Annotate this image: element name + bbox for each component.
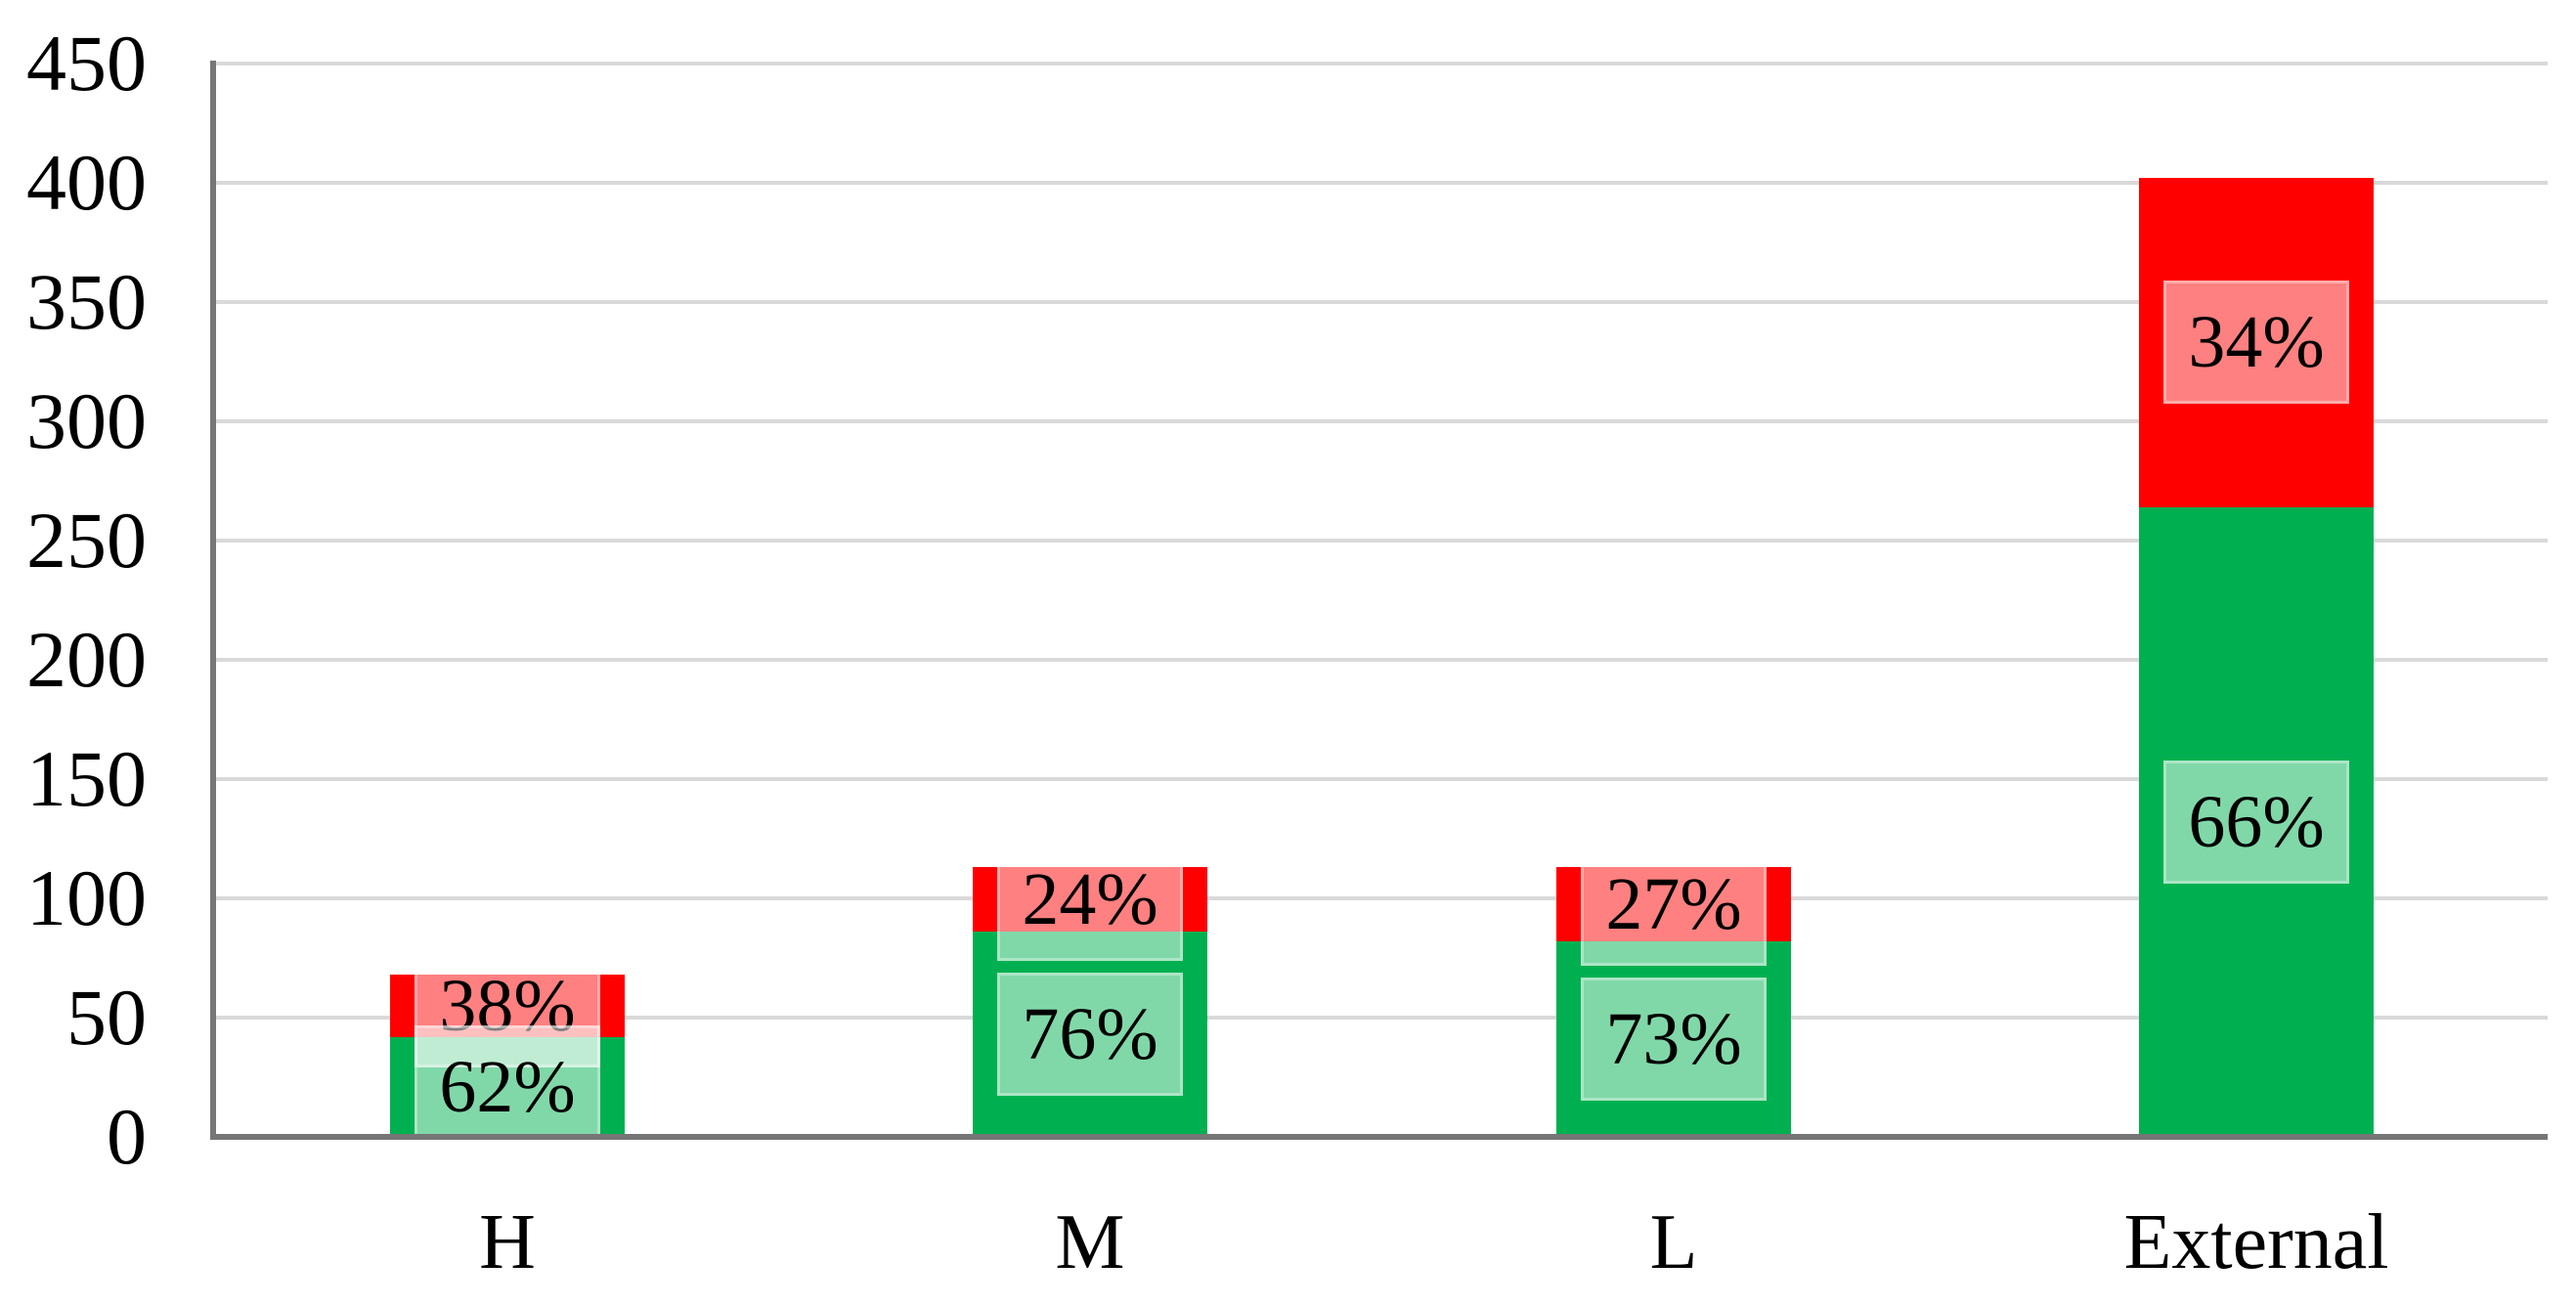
ytick-label-150: 150 [26, 734, 147, 823]
ytick-label-200: 200 [26, 615, 147, 704]
category-label-H: H [479, 1198, 536, 1285]
bar-M: 24% 76% [973, 867, 1207, 1137]
gridline-400 [216, 181, 2548, 185]
category-label-M: M [1055, 1198, 1125, 1285]
ytick-label-350: 350 [26, 257, 147, 346]
category-label-External: External [2123, 1198, 2389, 1285]
pct-label-green-H: 62% [415, 1025, 600, 1137]
y-axis-line [210, 61, 216, 1140]
pct-label-green-External: 66% [2163, 761, 2349, 884]
gridline-150 [216, 777, 2548, 781]
bar-L: 27% 73% [1556, 867, 1791, 1137]
gridline-200 [216, 658, 2548, 662]
gridline-450 [216, 62, 2548, 65]
pct-label-green-M: 76% [997, 973, 1183, 1096]
ytick-label-50: 50 [66, 973, 147, 1062]
bar-External: 34% 66% [2139, 178, 2374, 1137]
pct-label-red-M: 24% [997, 867, 1183, 961]
x-axis-line [210, 1134, 2548, 1140]
bar-H: 38% 62% [390, 975, 625, 1137]
gridline-250 [216, 539, 2548, 543]
gridline-100 [216, 896, 2548, 900]
pct-label-green-L: 73% [1581, 978, 1767, 1101]
ytick-label-100: 100 [26, 853, 147, 942]
category-label-L: L [1649, 1198, 1698, 1285]
pct-label-red-External: 34% [2163, 281, 2349, 404]
gridline-350 [216, 300, 2548, 304]
gridline-300 [216, 419, 2548, 423]
ytick-label-300: 300 [26, 376, 147, 465]
ytick-label-0: 0 [107, 1092, 147, 1181]
ytick-label-250: 250 [26, 496, 147, 585]
ytick-label-400: 400 [26, 138, 147, 227]
ytick-label-450: 450 [26, 19, 147, 108]
gridline-50 [216, 1016, 2548, 1020]
pct-label-red-L: 27% [1581, 867, 1767, 966]
